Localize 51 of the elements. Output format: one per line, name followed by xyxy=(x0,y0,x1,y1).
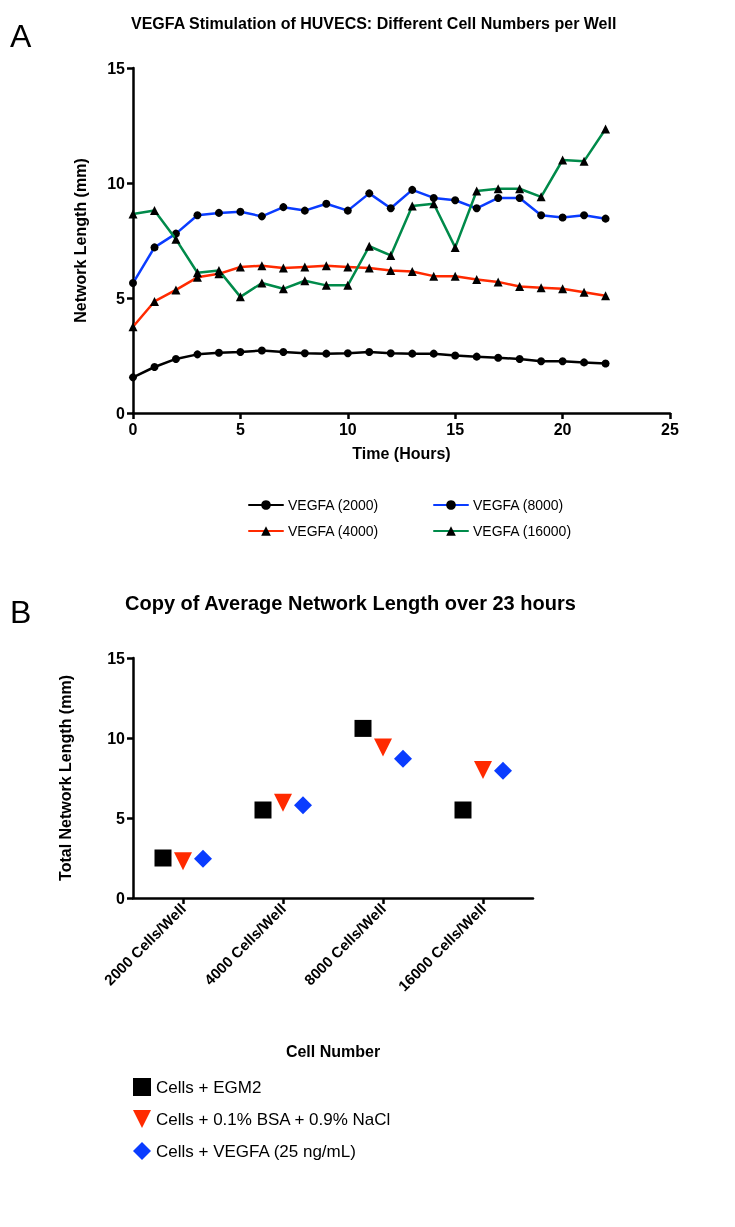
x-tick-label: 5 xyxy=(235,420,245,438)
x-tick-label: 10 xyxy=(338,420,357,438)
text: B xyxy=(10,594,32,630)
y-tick-label: 15 xyxy=(107,649,126,667)
y-axis-title: Network Length (mm) xyxy=(71,158,89,323)
point xyxy=(129,373,137,382)
y-tick-label: 0 xyxy=(116,404,126,422)
point xyxy=(150,363,159,371)
y-tick-label: 10 xyxy=(107,729,126,747)
point xyxy=(322,349,331,358)
y-tick-label: 10 xyxy=(107,174,126,192)
point xyxy=(386,349,395,358)
y-tick-label: 5 xyxy=(116,289,126,307)
point xyxy=(580,358,589,367)
point xyxy=(365,348,374,357)
x-axis-title: Time (Hours) xyxy=(352,444,451,462)
legend-label: VEGFA (16000) xyxy=(473,523,572,539)
point xyxy=(171,354,180,363)
point xyxy=(343,349,352,358)
point xyxy=(494,353,503,362)
y-axis-title: Total Network Length (mm) xyxy=(56,675,74,881)
legend-label: Cells + EGM2 xyxy=(156,1077,262,1097)
text: A xyxy=(10,18,32,54)
legend-label: VEGFA (4000) xyxy=(288,523,379,539)
point xyxy=(279,348,288,357)
point xyxy=(472,352,481,361)
point xyxy=(558,357,567,366)
point xyxy=(300,349,309,358)
x-axis-title: Cell Number xyxy=(285,1042,381,1060)
point xyxy=(257,346,266,355)
y-tick-label: 15 xyxy=(107,59,126,77)
chart-title: VEGFA Stimulation of HUVECS: Different Cell Numbers per Well xyxy=(131,14,617,32)
x-tick-label: 20 xyxy=(553,420,572,438)
point xyxy=(515,354,524,363)
point xyxy=(429,349,438,358)
point xyxy=(236,348,245,357)
legend-label: VEGFA (8000) xyxy=(473,497,564,513)
point xyxy=(601,359,610,368)
y-tick-label: 5 xyxy=(116,809,126,827)
x-tick-label: 25 xyxy=(661,420,679,438)
x-tick-label: 0 xyxy=(128,420,138,438)
point xyxy=(214,348,223,357)
point xyxy=(193,350,202,359)
legend-label: Cells + 0.1% BSA + 0.9% NaCl xyxy=(156,1109,391,1129)
point xyxy=(537,357,546,366)
legend-label: Cells + VEGFA (25 ng/mL) xyxy=(156,1141,356,1161)
point xyxy=(408,349,417,358)
legend-label: VEGFA (2000) xyxy=(288,497,379,513)
x-tick-label: 15 xyxy=(446,420,465,438)
chart-title: Copy of Average Network Length over 23 hours xyxy=(125,592,576,614)
point xyxy=(451,351,460,360)
